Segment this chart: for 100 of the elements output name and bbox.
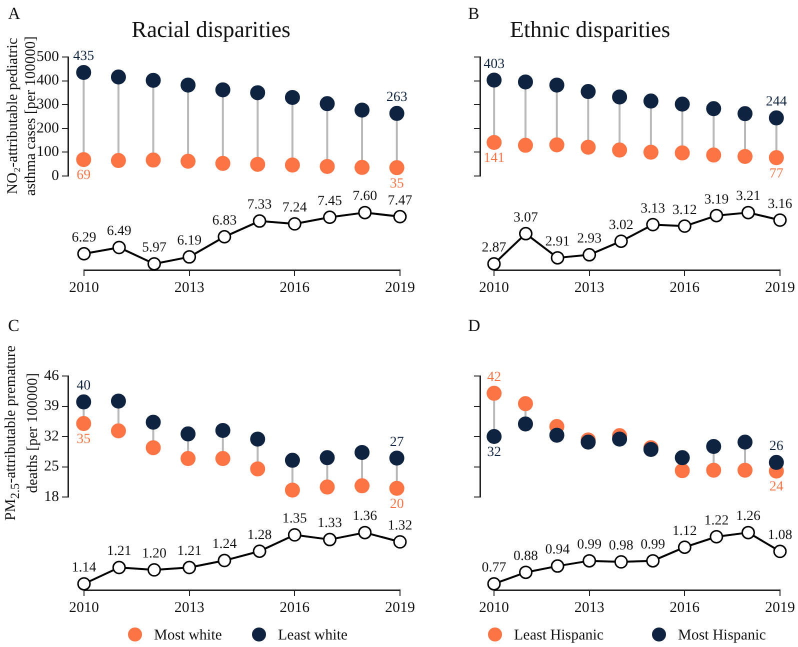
data-label: 0.94	[545, 542, 570, 558]
point	[354, 478, 370, 494]
point	[389, 450, 404, 466]
data-label: 77	[769, 166, 784, 182]
point	[389, 106, 404, 121]
point	[741, 526, 755, 540]
point	[250, 461, 266, 476]
point	[252, 214, 266, 228]
text: B	[468, 4, 480, 24]
data-label: 0.99	[640, 537, 666, 552]
point	[323, 210, 337, 224]
data-label: 40	[76, 378, 91, 394]
data-label: 3.21	[736, 189, 760, 204]
point	[77, 247, 91, 261]
point	[215, 422, 230, 438]
point	[180, 451, 196, 466]
point	[518, 138, 533, 153]
point	[614, 234, 628, 248]
point	[320, 450, 335, 466]
point	[323, 532, 337, 546]
data-label: 141	[484, 151, 505, 166]
y-tick-label: 200	[36, 120, 59, 136]
point	[486, 134, 502, 150]
point	[393, 535, 407, 549]
data-label: 3.12	[672, 202, 697, 218]
point	[320, 96, 335, 112]
point	[284, 158, 300, 173]
data-label: 1.24	[212, 537, 237, 552]
point	[550, 251, 564, 265]
point	[768, 110, 784, 126]
point	[674, 145, 690, 160]
x-tick-label: 2016	[670, 600, 700, 616]
x-tick-label: 2019	[765, 600, 795, 616]
x-tick-label: 2016	[280, 280, 310, 296]
point	[643, 94, 658, 109]
data-label: 1.21	[177, 544, 202, 560]
x-tick-label: 2019	[765, 280, 795, 296]
point	[284, 452, 300, 468]
point	[110, 69, 126, 84]
data-label: 2.87	[482, 240, 506, 256]
data-label: 6.83	[212, 213, 237, 228]
point	[215, 82, 230, 98]
point	[110, 423, 126, 438]
point	[738, 106, 753, 122]
point	[486, 386, 502, 401]
point	[614, 555, 628, 569]
point	[354, 102, 370, 118]
data-label: 3.19	[704, 192, 729, 208]
point	[549, 428, 564, 443]
point	[182, 250, 196, 264]
point	[284, 90, 300, 105]
point	[580, 84, 596, 100]
point	[678, 219, 692, 233]
x-tick-label: 2013	[574, 280, 604, 296]
data-label: 1.33	[318, 516, 342, 532]
point	[773, 544, 787, 558]
point	[389, 160, 404, 176]
point	[358, 526, 372, 540]
data-label: 7.47	[388, 193, 412, 208]
point	[519, 566, 533, 580]
x-tick-label: 2013	[174, 600, 204, 616]
point	[486, 72, 502, 88]
data-label: 3.07	[514, 210, 538, 226]
x-tick-label: 2019	[385, 280, 415, 296]
data-label: 1.12	[672, 524, 697, 539]
y-tick-label: 46	[44, 368, 60, 384]
data-label: 26	[769, 439, 784, 454]
point	[112, 240, 126, 254]
point	[110, 153, 126, 168]
data-label: 1.20	[142, 546, 166, 562]
point	[678, 540, 692, 554]
data-label: 5.97	[142, 240, 166, 256]
point	[354, 444, 370, 460]
data-label: 1.35	[282, 512, 307, 527]
point	[393, 210, 407, 224]
data-label: 7.60	[352, 189, 378, 204]
point	[250, 156, 266, 172]
data-label: 3.13	[640, 201, 666, 216]
data-label: 7.45	[318, 194, 342, 209]
point	[674, 96, 690, 112]
point	[147, 563, 161, 577]
point	[215, 156, 230, 171]
x-tick-label: 2016	[670, 280, 700, 296]
point	[112, 560, 126, 574]
point	[487, 577, 501, 591]
point	[486, 429, 502, 444]
point	[741, 206, 755, 220]
point	[646, 218, 660, 232]
y-tick-label: 300	[36, 96, 59, 113]
point	[146, 414, 161, 430]
data-label: 403	[484, 56, 505, 72]
point	[252, 544, 266, 558]
point	[550, 559, 564, 573]
data-label: 244	[766, 94, 787, 110]
data-label: 1.32	[388, 518, 412, 534]
point	[612, 142, 628, 158]
point	[76, 394, 92, 410]
point	[288, 528, 302, 542]
point	[320, 158, 335, 174]
point	[710, 530, 724, 544]
